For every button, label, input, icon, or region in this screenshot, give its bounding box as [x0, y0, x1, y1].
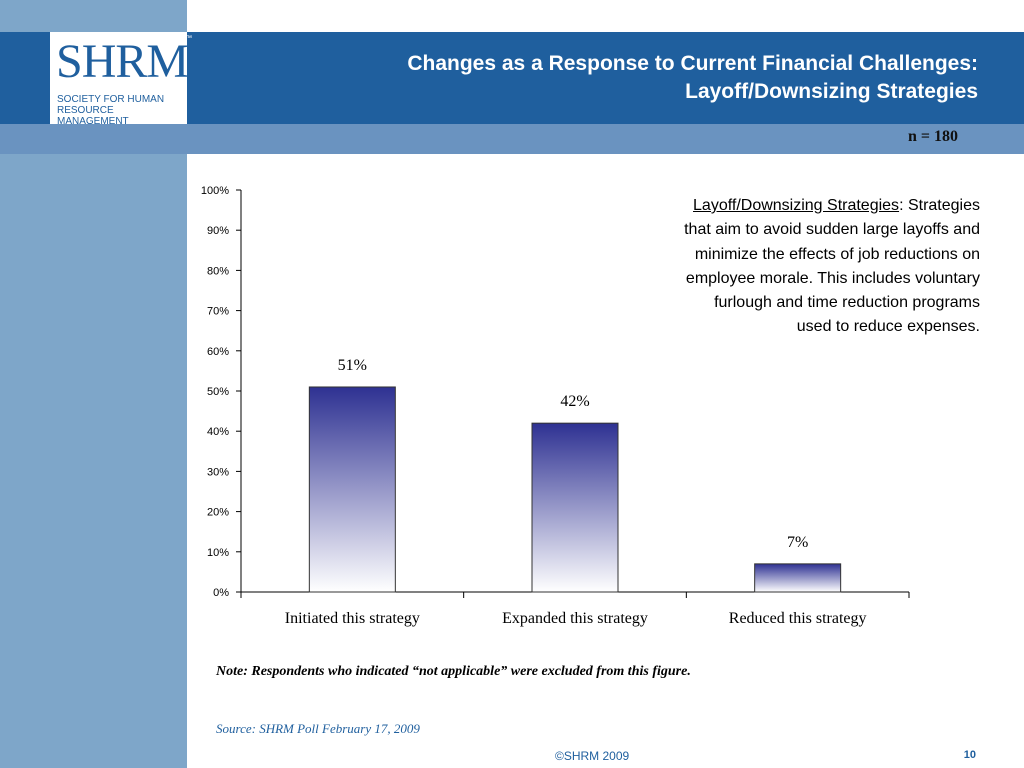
logo-subtitle-line2: RESOURCE MANAGEMENT — [57, 105, 129, 127]
bar-value-label: 51% — [338, 357, 367, 374]
bar — [754, 563, 842, 593]
logo-subtitle: SOCIETY FOR HUMAN RESOURCE MANAGEMENT — [57, 94, 187, 127]
slide-title: Changes as a Response to Current Financi… — [258, 50, 978, 106]
y-tick-label: 10% — [207, 547, 229, 559]
y-tick-label: 40% — [207, 426, 229, 438]
sample-size-label: n = 180 — [907, 128, 958, 145]
y-tick-label: 90% — [207, 225, 229, 237]
y-tick-label: 50% — [207, 386, 229, 398]
x-category-label: Expanded this strategy — [502, 610, 648, 627]
y-tick-label: 80% — [207, 265, 229, 277]
bar-chart: 0% 10% 20% 30% 40% 50% 60% 70% 80% 90% 100% 51% Init… — [201, 185, 910, 627]
definition-term: Layoff/Downsizing Strategies — [693, 197, 900, 214]
logo-trademark: ™ — [185, 35, 192, 42]
source-citation: Source: SHRM Poll February 17, 2009 — [216, 721, 420, 736]
slide-title-line2: Layoff/Downsizing Strategies — [685, 80, 978, 103]
slide-title-line1: Changes as a Response to Current Financi… — [407, 52, 978, 75]
y-tick-label: 0% — [213, 587, 229, 599]
x-category-label: Initiated this strategy — [285, 610, 420, 627]
sub-header-band — [0, 124, 1024, 154]
figure-note: Note: Respondents who indicated “not app… — [216, 664, 691, 679]
bar — [531, 422, 619, 593]
bar-value-label: 7% — [787, 534, 808, 551]
y-tick-label: 70% — [207, 306, 229, 318]
y-tick-label: 60% — [207, 346, 229, 358]
definition-text: Layoff/Downsizing Strategies: Strategies… — [680, 194, 980, 340]
y-tick-label: 30% — [207, 466, 229, 478]
logo-wordmark: SHRM — [56, 35, 189, 88]
logo-subtitle-line1: SOCIETY FOR HUMAN — [57, 94, 165, 105]
definition-body: : Strategies that aim to avoid sudden la… — [684, 197, 980, 336]
copyright-text: ©SHRM 2009 — [555, 749, 630, 763]
x-category-label: Reduced this strategy — [729, 610, 867, 627]
y-tick-label: 100% — [201, 185, 229, 197]
bar — [308, 386, 396, 593]
y-tick-label: 20% — [207, 507, 229, 519]
page-number: 10 — [963, 749, 976, 761]
bar-value-label: 42% — [560, 393, 589, 410]
shrm-logo — [50, 32, 187, 124]
